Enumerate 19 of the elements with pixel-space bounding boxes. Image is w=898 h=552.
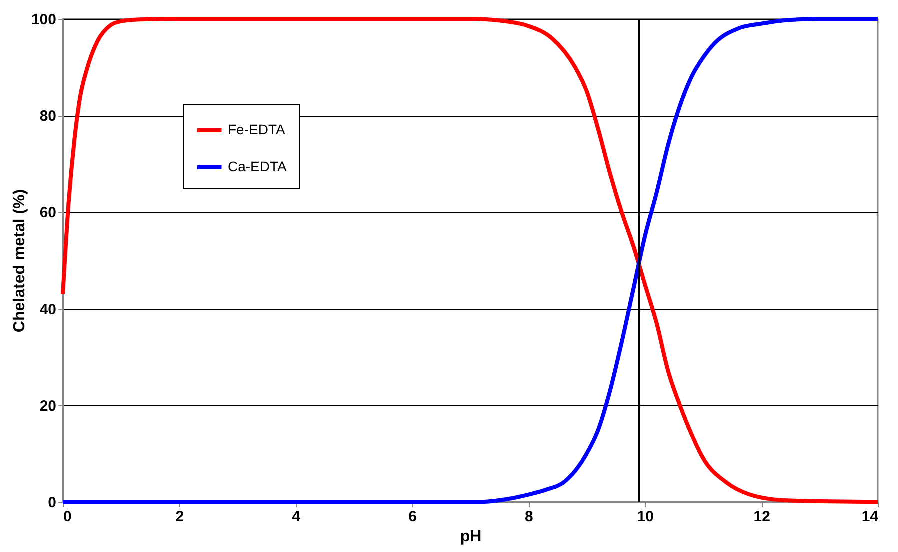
x-tick-label: 6: [408, 508, 417, 526]
legend-label: Ca-EDTA: [228, 158, 288, 174]
y-axis-title: Chelated metal (%): [11, 189, 28, 333]
y-tick-label: 20: [40, 398, 56, 415]
y-tick-label: 60: [40, 204, 56, 222]
legend-label: Fe-EDTA: [228, 122, 286, 138]
x-tick-label: 8: [525, 508, 534, 526]
x-tick-label: 0: [64, 508, 72, 526]
x-tick-label: 10: [637, 508, 654, 526]
x-tick-label: 2: [176, 508, 184, 526]
line-series: [61, 17, 880, 504]
y-tick-label: 0: [48, 494, 56, 512]
x-tick-label: 4: [292, 508, 302, 526]
x-tick-label: 12: [754, 508, 770, 526]
y-tick-label: 40: [40, 301, 56, 318]
x-axis-title: pH: [460, 528, 482, 546]
x-tick-label: 14: [862, 508, 880, 526]
y-tick-label: 100: [31, 12, 56, 28]
y-tick-label: 80: [40, 108, 56, 126]
